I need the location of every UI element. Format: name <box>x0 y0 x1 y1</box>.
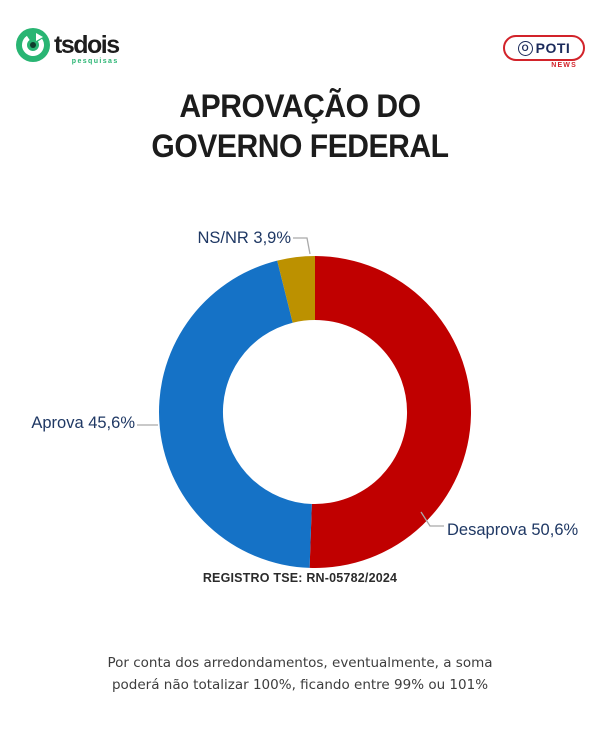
rounding-footnote-line2: poderá não totalizar 100%, ficando entre… <box>111 677 489 693</box>
tsdois-logo-icon <box>16 28 50 62</box>
opoti-logo: O POTI NEWS <box>503 35 585 69</box>
opoti-logo-o: O <box>517 40 533 56</box>
tsdois-logo-tagline: pesquisas <box>71 58 119 65</box>
slice-label-nsnr: NS/NR 3,9% <box>197 229 291 247</box>
slice-label-desaprova: Desaprova 50,6% <box>447 521 579 539</box>
opoti-logo-name: POTI <box>535 40 571 56</box>
donut-slices <box>159 256 472 568</box>
tsdois-logo-text: tsdois <box>54 31 120 59</box>
chart-title-line1: APROVAÇÃO DO <box>179 88 421 124</box>
tsdois-logo: tsdois pesquisas <box>16 28 120 65</box>
donut-slice-aprova <box>159 260 312 568</box>
chart-title-line2: GOVERNO FEDERAL <box>151 128 449 164</box>
rounding-footnote-line1: Por conta dos arredondamentos, eventualm… <box>107 655 493 671</box>
donut-slice-nsnr <box>277 256 315 323</box>
rounding-footnote: Por conta dos arredondamentos, eventualm… <box>0 652 600 696</box>
opoti-logo-news-label: NEWS <box>551 62 577 69</box>
leader-line-nsnr <box>293 237 311 255</box>
slice-label-aprova: Aprova 45,6% <box>31 414 135 432</box>
leader-line-desaprova <box>420 511 444 527</box>
tse-registration-note: REGISTRO TSE: RN-05782/2024 <box>202 571 398 585</box>
opoti-logo-pill: O POTI <box>503 35 585 61</box>
chart-title: APROVAÇÃO DO GOVERNO FEDERAL <box>18 86 582 166</box>
